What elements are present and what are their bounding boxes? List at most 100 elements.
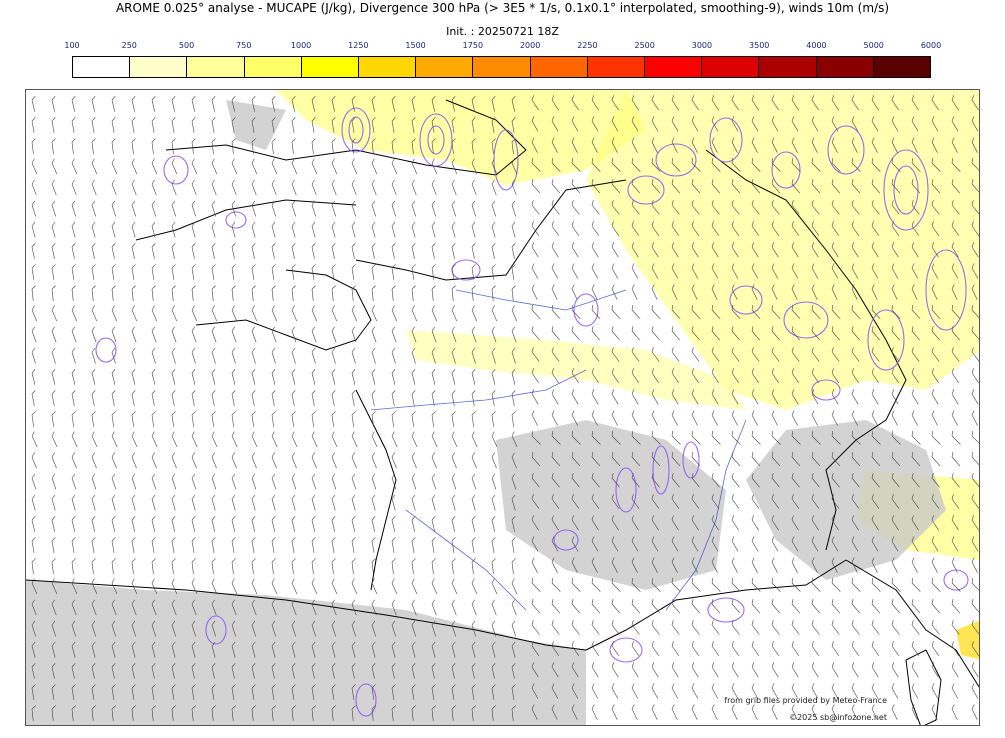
wind-barb (831, 347, 840, 362)
wind-barb (351, 368, 356, 385)
wind-barb (531, 620, 540, 635)
wind-barb (151, 117, 156, 133)
wind-barb (211, 117, 216, 133)
wind-barb (731, 641, 740, 657)
wind-barb (311, 558, 316, 574)
wind-barb (371, 641, 376, 658)
wind-barb (451, 558, 456, 574)
wind-barb (711, 137, 718, 153)
wind-barb (751, 95, 759, 111)
wind-barb (211, 663, 216, 679)
wind-barb (851, 284, 858, 300)
wind-barb (531, 242, 539, 258)
wind-barb (811, 263, 819, 279)
wind-barb (611, 557, 618, 573)
wind-barb (731, 263, 739, 279)
wind-barb (551, 284, 558, 300)
wind-barb (311, 411, 316, 427)
wind-barb (691, 263, 699, 279)
terrain-shading (26, 100, 946, 725)
wind-barb (551, 137, 558, 153)
wind-barb (111, 537, 116, 553)
wind-barb (451, 264, 456, 280)
wind-barb (351, 243, 356, 259)
wind-barb (971, 284, 978, 300)
wind-barb (411, 578, 418, 595)
wind-barb (71, 138, 76, 154)
wind-barb (411, 158, 418, 175)
wind-barb (151, 347, 156, 364)
wind-barb (311, 452, 317, 469)
wind-barb (411, 663, 416, 679)
wind-barb (831, 389, 839, 405)
wind-barb (351, 285, 356, 301)
wind-barb (931, 620, 940, 635)
wind-barb (751, 389, 759, 405)
wind-barb (691, 515, 699, 531)
wind-barb (371, 368, 376, 385)
wind-barb (191, 264, 196, 280)
wind-barb (131, 158, 138, 175)
wind-barb (111, 494, 116, 511)
wind-barb (431, 515, 436, 532)
wind-barb (511, 705, 516, 721)
wind-barb (251, 264, 256, 280)
wind-barb (671, 305, 681, 319)
wind-barb (491, 515, 496, 532)
wind-barb (971, 704, 978, 720)
wind-barb (611, 494, 620, 509)
wind-barb (431, 243, 436, 259)
wind-barb (611, 305, 621, 319)
wind-barb (191, 179, 197, 196)
wind-barb (891, 305, 901, 319)
wind-barb (291, 117, 296, 133)
wind-barb (731, 431, 741, 445)
wind-barb (711, 431, 721, 445)
wind-barb (831, 662, 839, 678)
wind-barb (271, 138, 276, 154)
wind-barb (231, 494, 236, 511)
wind-barb (831, 326, 840, 341)
wind-barb (931, 158, 941, 172)
wind-barb (811, 431, 821, 445)
wind-barb (491, 95, 496, 112)
wind-barb (91, 390, 96, 406)
wind-barb (531, 200, 540, 215)
wind-barb (831, 578, 841, 592)
wind-barb (331, 138, 336, 154)
wind-barb (371, 326, 377, 343)
wind-barb (131, 620, 136, 637)
wind-barb (791, 620, 800, 635)
wind-barb (251, 221, 256, 238)
wind-barb (71, 578, 78, 595)
wind-barb (551, 557, 558, 573)
wind-barb (491, 494, 496, 511)
wind-barb (951, 305, 961, 319)
wind-barb (771, 515, 779, 531)
wind-barb (451, 431, 458, 448)
wind-barb (671, 179, 681, 194)
wind-barb (411, 494, 416, 511)
wind-barb (391, 663, 396, 679)
wind-barb (931, 95, 939, 111)
colorbar-swatch (873, 57, 931, 77)
wind-barb (851, 536, 859, 552)
wind-barb (191, 221, 196, 238)
wind-barb (391, 641, 396, 658)
wind-barb (51, 138, 56, 154)
wind-barb (571, 662, 579, 678)
wind-barb (571, 515, 579, 531)
wind-barb (491, 138, 496, 154)
wind-barb (771, 410, 778, 426)
wind-barb (631, 683, 639, 699)
wind-barb (611, 620, 620, 635)
wind-barb (551, 179, 561, 194)
wind-barb (411, 452, 417, 469)
wind-barb (191, 326, 197, 343)
wind-barb (311, 620, 316, 637)
wind-barb (231, 243, 236, 259)
div-contour (615, 467, 637, 513)
wind-barb (411, 537, 416, 553)
wind-barb (631, 536, 639, 552)
wind-barb (331, 221, 336, 238)
